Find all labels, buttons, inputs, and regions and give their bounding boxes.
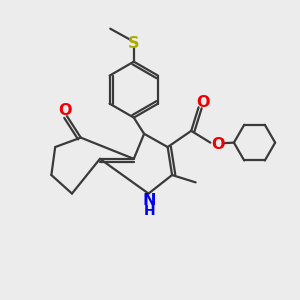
Text: O: O (211, 136, 224, 152)
Text: S: S (128, 36, 140, 51)
Text: O: O (196, 95, 210, 110)
Text: H: H (143, 204, 155, 218)
Text: O: O (58, 103, 71, 118)
Text: N: N (142, 193, 156, 208)
